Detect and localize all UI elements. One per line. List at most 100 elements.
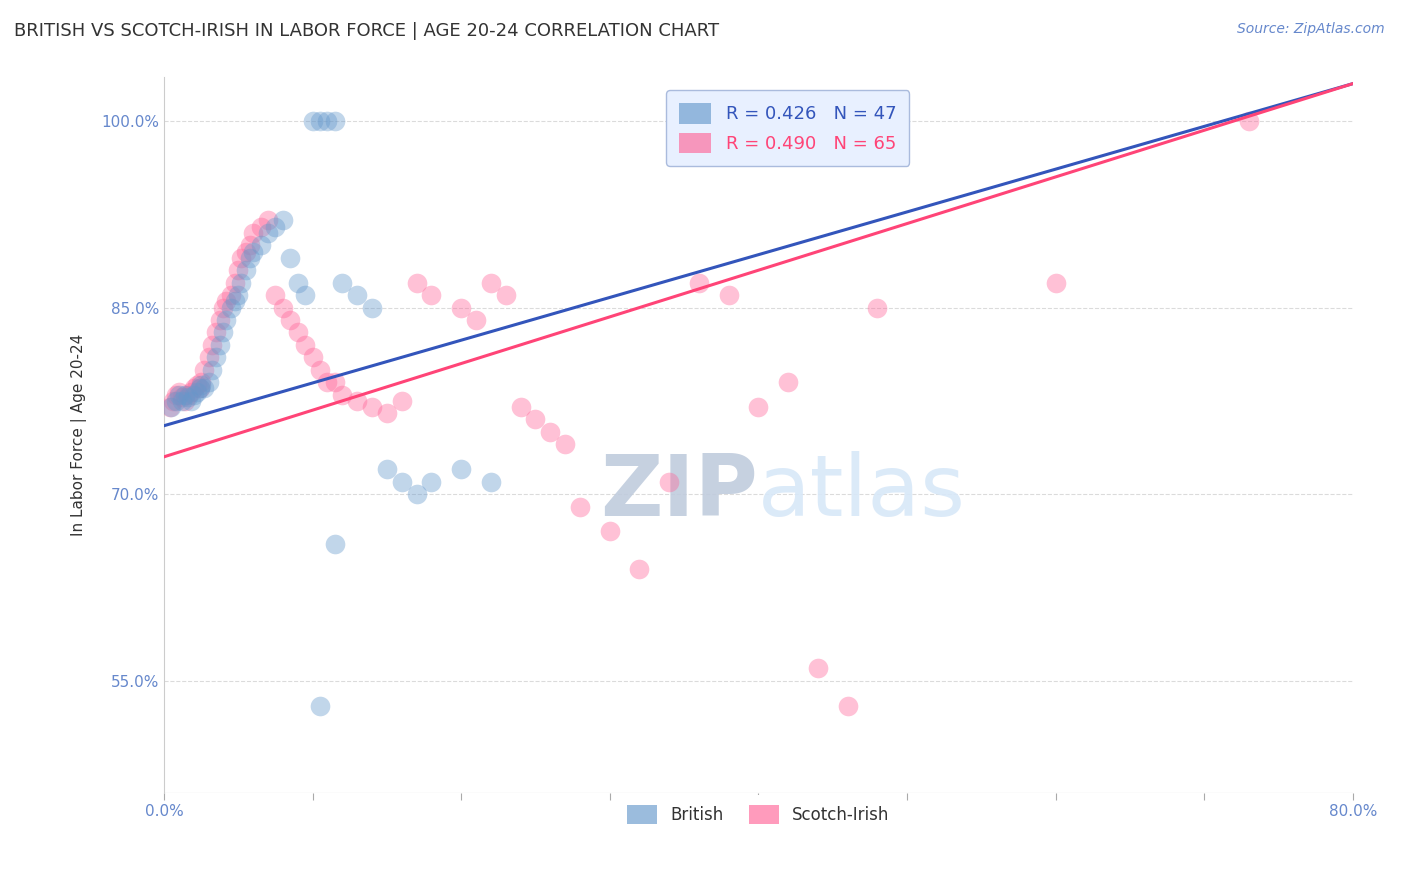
Point [249, 219, 271, 234]
Point [235, 244, 257, 259]
Point [309, 698, 332, 713]
Point [186, 377, 208, 392]
Point [599, 524, 621, 539]
Point [231, 251, 253, 265]
Point [186, 385, 208, 400]
Point [323, 114, 346, 128]
Point [183, 381, 205, 395]
Point [316, 375, 339, 389]
Y-axis label: In Labor Force | Age 20-24: In Labor Force | Age 20-24 [72, 334, 87, 536]
Point [235, 263, 257, 277]
Point [509, 400, 531, 414]
Point [420, 475, 443, 489]
Point [346, 393, 368, 408]
Point [569, 500, 592, 514]
Point [209, 338, 232, 352]
Point [1237, 114, 1260, 128]
Point [183, 387, 205, 401]
Point [257, 213, 280, 227]
Text: atlas: atlas [758, 450, 966, 533]
Point [330, 276, 353, 290]
Point [309, 363, 332, 377]
Point [224, 294, 246, 309]
Point [538, 425, 561, 439]
Point [778, 375, 800, 389]
Point [177, 390, 200, 404]
Point [391, 475, 413, 489]
Point [294, 288, 316, 302]
Point [405, 487, 427, 501]
Point [200, 338, 222, 352]
Point [287, 326, 309, 340]
Point [212, 301, 235, 315]
Point [278, 251, 301, 265]
Point [159, 400, 181, 414]
Point [309, 114, 332, 128]
Point [170, 390, 193, 404]
Point [231, 276, 253, 290]
Point [524, 412, 547, 426]
Point [180, 393, 202, 408]
Point [215, 313, 238, 327]
Point [405, 276, 427, 290]
Point [361, 301, 384, 315]
Point [316, 114, 339, 128]
Point [173, 387, 195, 401]
Point [361, 400, 384, 414]
Point [205, 351, 228, 365]
Point [249, 238, 271, 252]
Text: Source: ZipAtlas.com: Source: ZipAtlas.com [1237, 22, 1385, 37]
Point [450, 462, 472, 476]
Point [177, 387, 200, 401]
Point [165, 387, 187, 401]
Text: ZIP: ZIP [600, 450, 758, 533]
Point [554, 437, 576, 451]
Point [209, 313, 232, 327]
Point [197, 351, 219, 365]
Point [165, 393, 187, 408]
Point [226, 263, 249, 277]
Point [807, 661, 830, 675]
Point [271, 301, 294, 315]
Point [628, 562, 651, 576]
Point [173, 393, 195, 408]
Point [193, 381, 215, 395]
Point [375, 406, 398, 420]
Point [479, 276, 502, 290]
Point [479, 475, 502, 489]
Point [278, 313, 301, 327]
Point [224, 276, 246, 290]
Point [219, 301, 242, 315]
Point [837, 698, 859, 713]
Point [866, 301, 889, 315]
Point [239, 238, 262, 252]
Point [219, 288, 242, 302]
Text: BRITISH VS SCOTCH-IRISH IN LABOR FORCE | AGE 20-24 CORRELATION CHART: BRITISH VS SCOTCH-IRISH IN LABOR FORCE |… [14, 22, 720, 40]
Point [465, 313, 488, 327]
Point [226, 288, 249, 302]
Point [301, 114, 323, 128]
Point [257, 226, 280, 240]
Point [420, 288, 443, 302]
Point [717, 288, 740, 302]
Point [190, 377, 212, 392]
Point [205, 326, 228, 340]
Point [294, 338, 316, 352]
Point [391, 393, 413, 408]
Point [170, 393, 193, 408]
Point [264, 219, 287, 234]
Point [346, 288, 368, 302]
Point [242, 226, 264, 240]
Point [160, 400, 183, 414]
Point [239, 251, 262, 265]
Point [330, 387, 353, 401]
Point [264, 288, 287, 302]
Point [495, 288, 517, 302]
Point [162, 393, 184, 408]
Point [323, 537, 346, 551]
Point [1045, 276, 1067, 290]
Point [242, 244, 264, 259]
Point [193, 363, 215, 377]
Point [323, 375, 346, 389]
Point [188, 381, 211, 395]
